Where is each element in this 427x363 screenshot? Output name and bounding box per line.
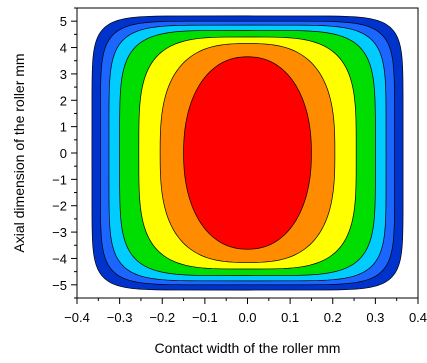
x-tick-label: −0.4	[64, 310, 90, 325]
y-tick-labels: 5 4 3 2 1 0 −1 −2 −3 −4 −5	[52, 14, 67, 293]
x-tick-label: 0.3	[366, 310, 384, 325]
y-tick-label: 3	[60, 67, 67, 82]
y-axis-label: Axial dimension of the roller mm	[11, 53, 27, 252]
x-axis-label: Contact width of the roller mm	[155, 340, 341, 356]
x-tick-label: 0.0	[238, 310, 256, 325]
x-tick-labels: −0.4 −0.3 −0.2 −0.1 0.0 0.1 0.2 0.3 0.4	[64, 310, 427, 325]
x-tick-label: 0.1	[281, 310, 299, 325]
x-tick-label: −0.3	[107, 310, 133, 325]
x-tick-label: 0.4	[409, 310, 427, 325]
y-tick-label: −4	[52, 251, 67, 266]
y-tick-label: −2	[52, 199, 67, 214]
contour-level-7	[183, 56, 312, 250]
y-tick-label: −3	[52, 225, 67, 240]
y-tick-label: 0	[60, 146, 67, 161]
x-tick-label: −0.1	[192, 310, 218, 325]
axis-ticks	[71, 7, 419, 304]
y-tick-label: −5	[52, 278, 67, 293]
y-tick-label: 5	[60, 14, 67, 29]
y-tick-label: 2	[60, 93, 67, 108]
y-tick-label: −1	[52, 172, 67, 187]
x-tick-label: −0.2	[149, 310, 175, 325]
y-tick-label: 4	[60, 41, 67, 56]
contour-levels	[91, 15, 404, 291]
y-tick-label: 1	[60, 120, 67, 135]
x-tick-label: 0.2	[324, 310, 342, 325]
